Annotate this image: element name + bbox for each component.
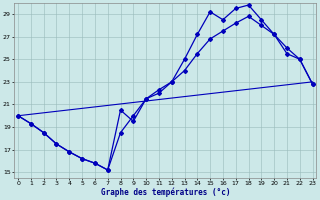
X-axis label: Graphe des températures (°c): Graphe des températures (°c) [100,188,230,197]
